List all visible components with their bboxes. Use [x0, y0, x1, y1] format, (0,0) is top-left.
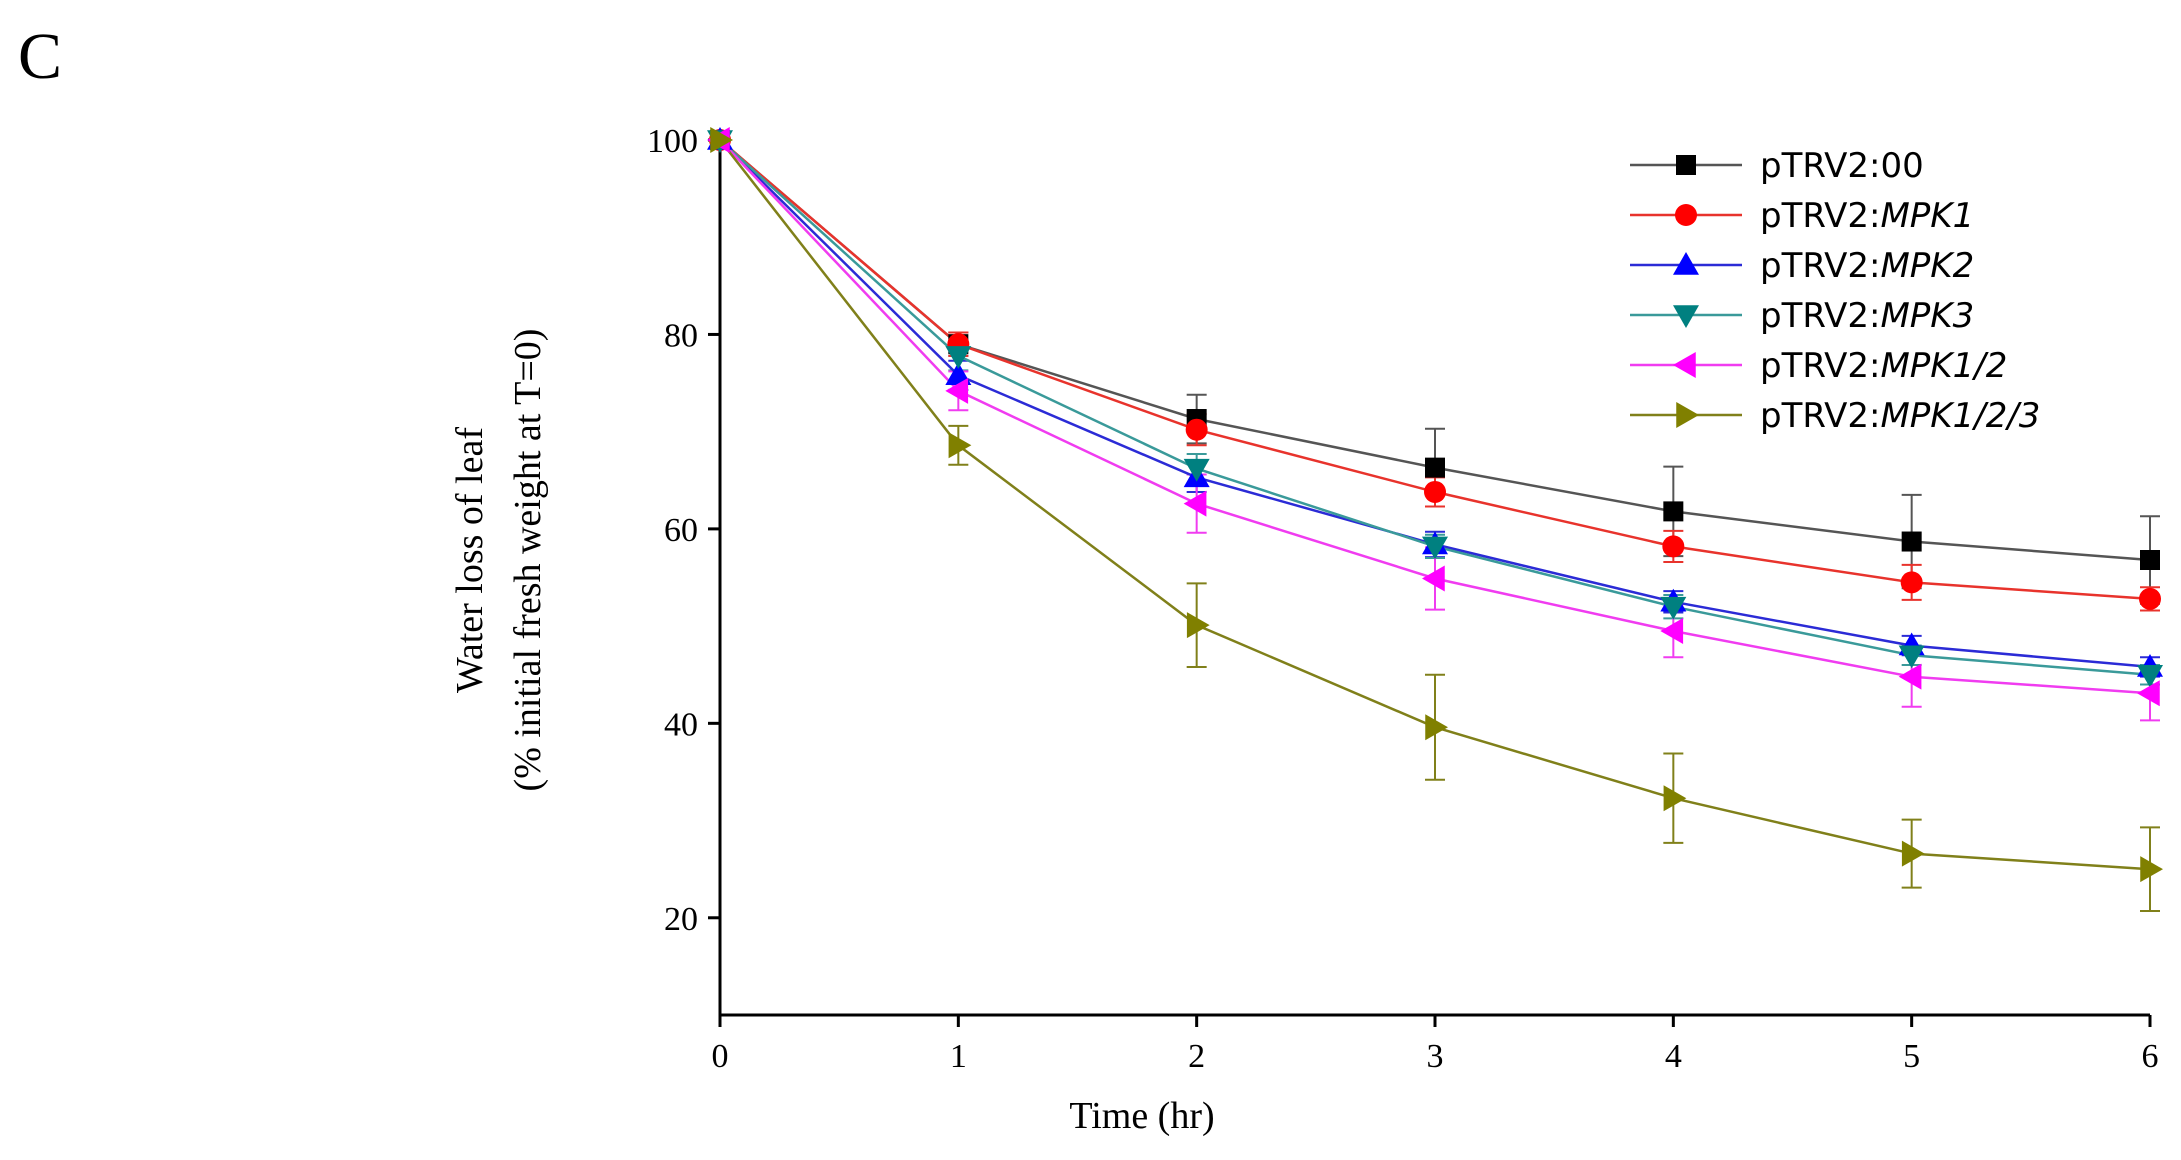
legend-item-mpk1: pTRV2:MPK1 — [1630, 196, 1974, 236]
legend-marker — [1673, 252, 1699, 275]
legend-prefix: pTRV2: — [1760, 146, 1880, 186]
legend-gene: 00 — [1880, 146, 1923, 186]
data-point-mpk1 — [1185, 418, 1208, 441]
legend-marker — [1675, 204, 1697, 226]
data-point-00 — [1663, 501, 1684, 522]
legend-item-mpk2: pTRV2:MPK2 — [1630, 246, 1974, 286]
data-point-mpk1 — [1662, 535, 1685, 558]
legend-marker — [1676, 155, 1696, 175]
data-point-mpk1-2-3 — [948, 432, 972, 459]
legend-prefix: pTRV2: — [1760, 396, 1880, 436]
data-point-mpk1-2 — [1898, 663, 1922, 690]
data-point-mpk1-2-3 — [710, 127, 733, 153]
data-point-mpk1-2 — [1422, 565, 1445, 592]
data-point-mpk1 — [1900, 571, 1923, 594]
y-axis-title-line1: Water loss of leaf — [449, 427, 491, 693]
data-point-00 — [2140, 550, 2160, 570]
legend-gene: MPK1 — [1880, 196, 1974, 236]
x-axis-title: Time (hr) — [1069, 1095, 1214, 1137]
data-point-mpk3 — [945, 346, 972, 369]
x-tick-label: 4 — [1665, 1038, 1682, 1075]
legend-item-mpk3: pTRV2:MPK3 — [1630, 296, 1974, 336]
data-point-mpk1-2 — [945, 377, 969, 404]
x-tick-label: 5 — [1903, 1038, 1920, 1075]
data-point-mpk1-2-3 — [1901, 840, 1925, 867]
legend-prefix: pTRV2: — [1760, 196, 1880, 236]
data-point-00 — [1901, 531, 1922, 552]
legend-label: pTRV2:MPK3 — [1760, 296, 1974, 336]
legend-marker — [1673, 352, 1696, 378]
data-point-mpk3 — [1183, 458, 1210, 482]
data-point-mpk1-2-3 — [1663, 785, 1687, 812]
legend-prefix: pTRV2: — [1760, 296, 1880, 336]
legend-label: pTRV2:MPK1/2 — [1760, 346, 2007, 386]
legend-item-mpk1-2-3: pTRV2:MPK1/2/3 — [1630, 396, 2040, 436]
data-point-00 — [1425, 457, 1445, 478]
data-point-mpk3 — [1660, 596, 1687, 620]
axes: 0 1 2 3 4 5 6 20 40 60 80 100 — [647, 123, 2159, 1075]
y-tick-label: 80 — [664, 317, 698, 354]
data-point-mpk1 — [2139, 587, 2161, 610]
legend-marker — [1676, 402, 1699, 428]
y-tick-label: 60 — [664, 512, 698, 549]
legend-marker — [1673, 305, 1699, 328]
legend-label: pTRV2:MPK1 — [1760, 196, 1974, 236]
y-tick-label: 100 — [647, 123, 698, 160]
x-tick-label: 3 — [1427, 1038, 1444, 1075]
legend-label: pTRV2:MPK1/2/3 — [1760, 396, 2040, 436]
legend-label: pTRV2:00 — [1760, 146, 1924, 186]
data-point-mpk2 — [945, 362, 972, 386]
x-tick-label: 2 — [1188, 1038, 1205, 1075]
legend: pTRV2:00pTRV2:MPK1pTRV2:MPK2pTRV2:MPK3pT… — [1630, 146, 2040, 436]
legend-label: pTRV2:MPK2 — [1760, 246, 1974, 286]
legend-gene: MPK3 — [1880, 296, 1974, 336]
legend-prefix: pTRV2: — [1760, 346, 1880, 386]
data-point-mpk3 — [1422, 536, 1448, 560]
panel-label: C — [18, 20, 62, 93]
x-tick-label: 6 — [2142, 1038, 2159, 1075]
data-point-mpk1-2-3 — [1425, 714, 1448, 741]
y-tick-label: 40 — [664, 706, 698, 743]
data-point-mpk3 — [1898, 645, 1925, 669]
data-point-mpk1-2 — [1183, 490, 1207, 517]
x-tick-label: 1 — [950, 1038, 967, 1075]
legend-prefix: pTRV2: — [1760, 246, 1880, 286]
data-point-mpk1-2 — [1660, 617, 1684, 644]
legend-gene: MPK2 — [1880, 246, 1974, 286]
legend-gene: MPK1/2 — [1880, 346, 2007, 386]
legend-gene: MPK1/2/3 — [1880, 396, 2040, 436]
y-axis-title-line2: (% initial fresh weight at T=0) — [507, 329, 549, 792]
legend-item-00: pTRV2:00 — [1630, 146, 1924, 186]
legend-item-mpk1-2: pTRV2:MPK1/2 — [1630, 346, 2007, 386]
data-markers — [707, 127, 2163, 883]
x-tick-label: 0 — [712, 1038, 729, 1075]
data-point-mpk1-2-3 — [2140, 856, 2163, 883]
data-point-mpk1-2 — [2137, 680, 2160, 707]
y-tick-label: 20 — [664, 901, 698, 938]
data-point-mpk1-2-3 — [1186, 612, 1210, 639]
data-point-mpk3 — [2137, 664, 2163, 688]
data-point-mpk1 — [1424, 480, 1446, 503]
